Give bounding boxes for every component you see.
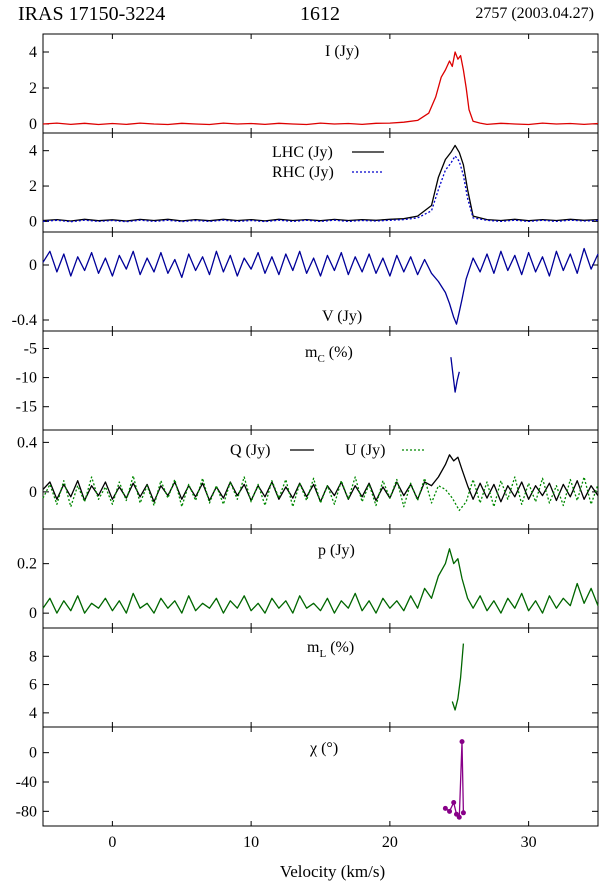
chart-header: IRAS 17150-3224 1612 2757 (2003.04.27) [0,0,600,32]
series-line-mC-0 [450,357,460,393]
series-line-I-0 [42,51,599,126]
observation-id: 2757 (2003.04.27) [475,5,594,22]
y-tick-label-chi-2: -80 [16,803,37,820]
y-tick-label-V-0: 0 [29,257,37,274]
y-tick-label-LR-0: 0 [29,213,37,230]
y-tick-label-QU-1: 0 [29,484,37,501]
panel-title-p: p (Jy) [318,542,355,559]
panel-frame-mL [42,627,599,728]
panel-title-V: V (Jy) [322,308,362,325]
y-tick-label-mC-0: -5 [24,340,37,357]
panel-frame-QU [42,429,599,530]
panel-title-mL: mL (%) [307,639,354,660]
y-tick-label-chi-1: -40 [16,774,37,791]
legend-label-QU-1: U (Jy) [345,442,385,459]
x-axis-label: Velocity (km/s) [280,862,385,881]
y-tick-label-p-1: 0 [29,605,37,622]
panel-title-I: I (Jy) [325,43,359,60]
legend-label-LR-0: LHC (Jy) [272,144,333,161]
data-point-chi-2 [451,800,457,806]
source-name: IRAS 17150-3224 [18,3,166,25]
data-point-chi-1 [447,808,453,814]
y-tick-label-I-1: 2 [29,80,37,97]
series-line-V-0 [42,247,599,325]
x-tick-label-0: 0 [108,834,116,851]
data-point-chi-0 [442,805,448,811]
y-tick-label-I-0: 0 [29,116,37,133]
y-tick-label-p-0: 0.2 [17,556,37,573]
y-tick-label-mC-2: -15 [16,399,37,416]
y-tick-label-mL-0: 8 [29,648,37,665]
legend-label-LR-1: RHC (Jy) [272,164,334,181]
y-tick-label-QU-0: 0.4 [17,434,37,451]
panel-frame-mC [42,330,599,431]
data-point-chi-4 [456,814,462,820]
x-tick-label-2: 20 [382,834,398,851]
x-tick-label-3: 30 [521,834,537,851]
panel-frame-chi [42,726,599,827]
series-line-chi-0 [445,741,465,818]
y-tick-label-mC-1: -10 [16,370,37,387]
panel-title-mC: mC (%) [305,344,353,365]
y-tick-label-chi-0: 0 [29,745,37,762]
y-tick-label-LR-1: 2 [29,178,37,195]
legend-label-QU-0: Q (Jy) [230,442,270,459]
y-tick-label-LR-2: 4 [29,143,37,160]
series-line-LR-0 [42,144,599,222]
y-tick-label-mL-1: 6 [29,677,37,694]
series-line-p-0 [42,548,599,614]
series-line-QU-1 [42,475,599,512]
line-frequency: 1612 [300,3,340,25]
data-point-chi-5 [459,739,465,745]
x-tick-label-1: 10 [243,834,259,851]
panel-frame-I [42,33,599,134]
y-tick-label-mL-2: 4 [29,705,37,722]
series-line-mL-0 [451,643,465,711]
y-tick-label-V-1: -0.4 [12,312,37,329]
series-line-LR-1 [42,155,599,223]
y-tick-label-I-2: 4 [29,44,37,61]
panel-title-chi: χ (°) [309,740,338,757]
panel-frame-V [42,231,599,332]
data-point-chi-6 [460,810,466,816]
